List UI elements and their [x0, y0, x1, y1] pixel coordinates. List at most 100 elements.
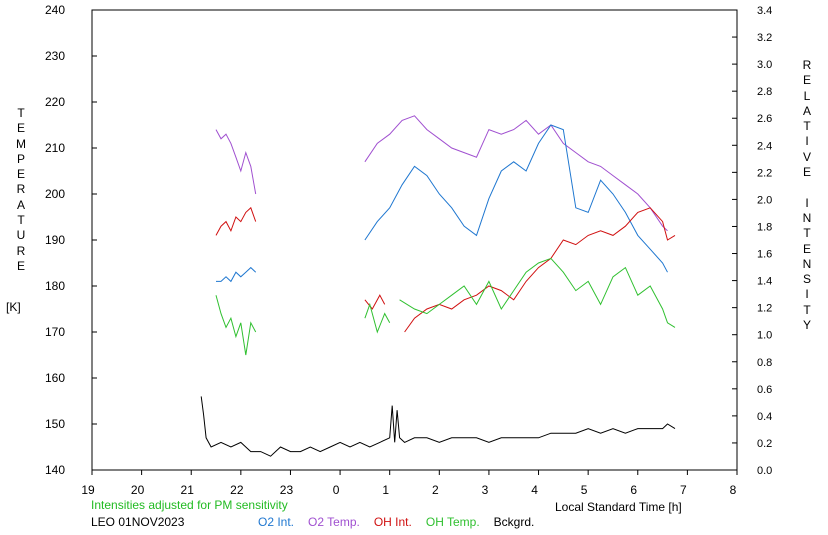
- left-axis-title-letter: A: [16, 197, 25, 212]
- right-tick-label: 3.4: [757, 5, 772, 17]
- legend: O2 Int. O2 Temp. OH Int. OH Temp. Bckgrd.: [258, 515, 548, 529]
- right-tick-label: 0.4: [757, 411, 772, 423]
- right-axis-title-letter: Y: [802, 318, 811, 333]
- left-axis-title-letter: R: [16, 243, 26, 258]
- series-line-oh-int: [364, 294, 386, 310]
- right-axis-title-letter: L: [803, 88, 811, 103]
- x-tick-label: 6: [630, 483, 637, 497]
- x-tick-label: 2: [432, 483, 439, 497]
- right-tick-label: 1.6: [757, 249, 772, 261]
- left-axis-title-letter: T: [17, 213, 25, 228]
- right-axis-title-letter: I: [805, 134, 809, 149]
- right-tick-label: 0.2: [757, 438, 772, 450]
- right-axis-title-letter: R: [802, 58, 812, 72]
- left-axis-title-letter: E: [16, 167, 25, 182]
- right-axis-title-letter: I: [805, 287, 809, 302]
- x-tick-label: 7: [680, 483, 687, 497]
- left-axis-title-letter: E: [16, 258, 25, 273]
- left-tick-label: 160: [45, 371, 65, 385]
- x-tick-label: 0: [333, 483, 340, 497]
- left-tick-label: 180: [45, 279, 65, 293]
- right-tick-label: 0.6: [757, 384, 772, 396]
- series-line-o2-temp: [215, 129, 257, 195]
- right-axis-ticks: 0.0 0.2 0.4 0.6 0.8 1.0 1.2 1.4 1.6 1.8 2.0 2.2 2.4 2…: [732, 5, 772, 477]
- left-tick-label: 190: [45, 233, 65, 247]
- left-axis-title-letter: M: [16, 136, 26, 151]
- legend-item: O2 Temp.: [308, 515, 360, 529]
- series-line-o2-int: [216, 266, 257, 283]
- right-axis-title-letter: T: [803, 302, 811, 317]
- x-tick-label: 3: [482, 483, 489, 497]
- legend-item: O2 Int.: [258, 515, 295, 529]
- right-axis-title-letter: E: [802, 241, 811, 256]
- x-tick-label: 19: [81, 483, 95, 497]
- right-tick-label: 2.2: [757, 167, 772, 179]
- left-axis-unit: [K]: [6, 300, 21, 314]
- left-axis-title-letter: P: [16, 151, 25, 166]
- x-tick-label: 21: [181, 483, 195, 497]
- series-layer: [200, 115, 676, 457]
- right-axis-title-letter: [797, 180, 817, 195]
- right-axis-title-letter: E: [802, 73, 811, 88]
- right-tick-label: 2.6: [757, 113, 772, 125]
- right-axis-title-letter: A: [802, 103, 811, 118]
- x-tick-label: 22: [230, 483, 244, 497]
- x-tick-label: 1: [382, 483, 389, 497]
- right-tick-label: 2.4: [757, 140, 772, 152]
- left-tick-label: 220: [45, 95, 65, 109]
- series-line-o2-int: [364, 124, 668, 273]
- legend-item: Bckgrd.: [493, 515, 535, 529]
- right-axis-title-letter: E: [802, 165, 811, 180]
- x-tick-label: 8: [730, 483, 737, 497]
- station-date-label: LEO 01NOV2023: [91, 515, 185, 529]
- right-axis-title-letter: N: [802, 256, 812, 271]
- right-tick-label: 3.2: [757, 32, 772, 44]
- legend-item: OH Temp.: [425, 515, 480, 529]
- x-axis-title: Local Standard Time [h]: [555, 500, 682, 514]
- series-line-oh-int: [215, 206, 257, 236]
- left-tick-label: 240: [45, 3, 65, 17]
- left-tick-label: 230: [45, 49, 65, 63]
- legend-item: OH Int.: [373, 515, 412, 529]
- right-axis-title-letter: T: [803, 119, 811, 134]
- left-tick-label: 140: [45, 463, 65, 477]
- left-axis-title-letter: R: [16, 182, 26, 197]
- left-axis-ticks: 140 150 160 170 180 190 200 210 220 230 240: [45, 3, 97, 477]
- right-tick-label: 0.0: [757, 465, 772, 477]
- left-axis-title-letter: E: [16, 121, 25, 136]
- right-axis-title-letter: V: [802, 149, 811, 164]
- series-line-oh-temp: [364, 302, 391, 334]
- right-tick-label: 2.0: [757, 194, 772, 206]
- right-tick-label: 1.4: [757, 276, 772, 288]
- right-axis-title-letter: S: [802, 272, 811, 287]
- right-tick-label: 1.0: [757, 330, 772, 342]
- series-line-bckgrd: [200, 396, 676, 457]
- right-axis-title-letter: T: [803, 226, 811, 241]
- right-tick-label: 0.8: [757, 357, 772, 369]
- series-line-o2-temp: [364, 115, 668, 232]
- right-axis-title-letter: N: [802, 210, 812, 225]
- left-axis-title-letter: U: [16, 228, 26, 243]
- series-line-oh-int: [404, 207, 676, 333]
- right-tick-label: 3.0: [757, 59, 772, 71]
- series-line-oh-temp: [399, 257, 676, 328]
- right-tick-label: 2.8: [757, 86, 772, 98]
- x-tick-label: 23: [280, 483, 294, 497]
- right-axis-title-letter: I: [805, 195, 809, 210]
- x-tick-label: 20: [131, 483, 145, 497]
- right-tick-label: 1.8: [757, 221, 772, 233]
- left-tick-label: 170: [45, 325, 65, 339]
- left-tick-label: 210: [45, 141, 65, 155]
- right-tick-label: 1.2: [757, 303, 772, 315]
- x-axis-ticks: 19 20 21 22 23 0 1 2 3 4 5 6 7 8: [81, 470, 738, 497]
- x-tick-label: 5: [581, 483, 588, 497]
- series-line-oh-temp: [215, 295, 257, 356]
- sensitivity-note: Intensities adjusted for PM sensitivity: [91, 498, 288, 512]
- left-tick-label: 150: [45, 417, 65, 431]
- x-tick-label: 4: [531, 483, 538, 497]
- left-tick-label: 200: [45, 187, 65, 201]
- plot-frame: [91, 9, 738, 471]
